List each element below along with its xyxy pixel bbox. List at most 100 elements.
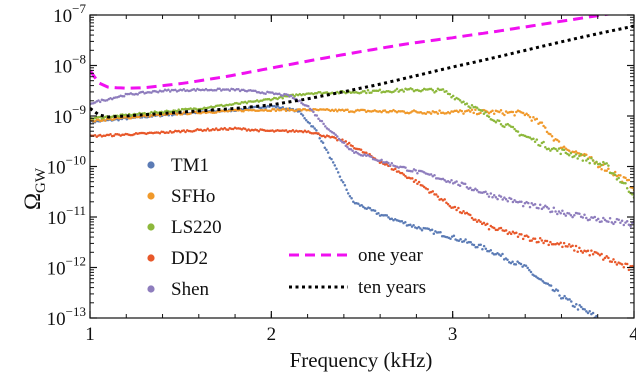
data-point-shen: [556, 212, 559, 216]
data-point-shen: [527, 201, 530, 205]
data-point-sfho: [392, 108, 395, 112]
data-point-shen: [320, 119, 324, 123]
data-point-tm1: [439, 230, 442, 234]
data-point-sfho: [479, 111, 482, 115]
data-point-ls220: [448, 92, 452, 96]
data-point-tm1: [583, 308, 586, 311]
data-point-tm1: [362, 205, 365, 209]
y-tick-label: 10−11: [47, 203, 86, 229]
data-point-dd2: [243, 127, 247, 131]
data-point-shen: [562, 212, 566, 216]
data-point-ls220: [605, 162, 608, 165]
data-point-ls220: [175, 109, 179, 113]
data-point-dd2: [520, 233, 523, 236]
data-point-shen: [97, 99, 100, 102]
data-point-ls220: [585, 159, 588, 162]
data-point-sfho: [492, 112, 496, 115]
data-point-tm1: [546, 282, 550, 286]
data-point-dd2: [264, 129, 267, 132]
data-point-ls220: [627, 190, 631, 193]
legend-marker-tm1: [147, 161, 155, 169]
data-point-tm1: [400, 219, 404, 223]
data-point-shen: [573, 213, 576, 217]
data-point-tm1: [318, 136, 321, 140]
data-point-shen: [504, 198, 508, 201]
data-point-tm1: [313, 127, 316, 130]
data-point-dd2: [521, 237, 525, 241]
data-point-tm1: [346, 192, 350, 195]
data-point-shen: [474, 187, 477, 191]
y-axis-label: ΩGW: [20, 167, 49, 210]
data-point-tm1: [303, 116, 306, 120]
data-point-dd2: [453, 205, 457, 209]
data-point-dd2: [631, 264, 634, 268]
data-point-sfho: [334, 108, 337, 111]
data-point-sfho: [511, 110, 515, 114]
data-point-dd2: [557, 242, 561, 246]
data-point-shen: [571, 215, 574, 219]
data-point-ls220: [480, 109, 484, 112]
data-point-shen: [542, 206, 545, 209]
data-point-ls220: [535, 138, 539, 141]
data-point-tm1: [464, 238, 467, 241]
data-point-sfho: [535, 117, 539, 121]
data-point-ls220: [276, 97, 279, 101]
data-point-dd2: [477, 219, 481, 222]
y-tick-label: 10−13: [47, 304, 86, 330]
data-point-shen: [487, 195, 491, 198]
data-point-shen: [349, 148, 353, 151]
data-point-shen: [281, 94, 284, 97]
data-point-ls220: [457, 97, 460, 101]
data-point-ls220: [281, 96, 284, 100]
data-point-tm1: [586, 311, 590, 315]
data-point-dd2: [586, 249, 590, 253]
data-point-tm1: [615, 329, 618, 332]
data-point-tm1: [605, 319, 608, 322]
data-point-shen: [307, 105, 310, 108]
data-point-tm1: [568, 298, 571, 301]
data-point-shen: [540, 207, 544, 211]
data-point-tm1: [343, 183, 347, 187]
data-point-tm1: [528, 268, 531, 272]
data-point-sfho: [346, 108, 349, 112]
data-point-ls220: [117, 115, 121, 118]
data-point-shen: [98, 100, 102, 104]
data-point-dd2: [508, 231, 511, 234]
data-point-tm1: [315, 129, 318, 132]
data-point-sfho: [503, 113, 506, 117]
data-point-dd2: [607, 256, 610, 260]
data-point-dd2: [327, 134, 330, 138]
data-point-tm1: [341, 181, 345, 184]
data-point-sfho: [523, 113, 527, 117]
data-point-shen: [344, 144, 348, 148]
data-point-sfho: [457, 110, 460, 114]
data-point-sfho: [129, 116, 133, 120]
data-point-sfho: [93, 119, 97, 123]
data-point-sfho: [499, 108, 503, 112]
data-point-ls220: [365, 91, 368, 95]
data-point-sfho: [462, 112, 465, 115]
data-point-shen: [450, 179, 453, 182]
data-point-dd2: [400, 171, 404, 175]
data-point-shen: [513, 198, 516, 202]
data-point-ls220: [487, 115, 491, 118]
data-point-sfho: [501, 112, 504, 115]
data-point-tm1: [576, 308, 580, 311]
data-point-dd2: [499, 226, 503, 230]
data-point-dd2: [98, 133, 102, 137]
data-point-tm1: [360, 204, 363, 207]
data-point-ls220: [513, 127, 516, 131]
data-point-ls220: [445, 89, 448, 93]
data-point-dd2: [482, 221, 486, 225]
data-point-dd2: [591, 253, 595, 256]
data-point-sfho: [567, 149, 571, 153]
data-point-tm1: [612, 323, 615, 326]
data-point-sfho: [528, 115, 532, 119]
data-point-sfho: [274, 109, 278, 113]
data-point-tm1: [600, 321, 603, 324]
data-point-sfho: [136, 115, 139, 119]
legend-label-ten-years: ten years: [358, 277, 426, 298]
data-point-dd2: [605, 255, 608, 258]
data-point-tm1: [417, 225, 420, 229]
data-point-sfho: [104, 119, 107, 122]
